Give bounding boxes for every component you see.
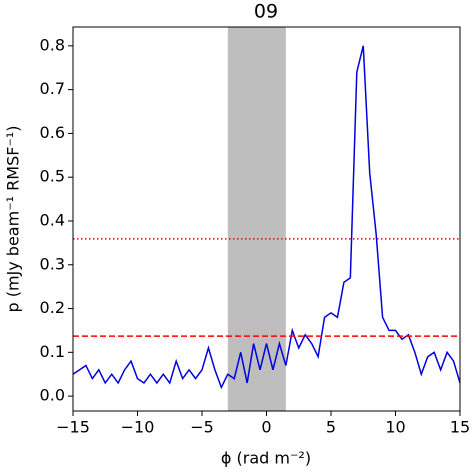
- x-axis-label: ϕ (rad m⁻²): [221, 449, 311, 468]
- x-tick-label: −5: [190, 418, 214, 437]
- y-tick-label: 0.6: [40, 123, 65, 142]
- x-tick-label: 10: [385, 418, 405, 437]
- y-tick-label: 0.4: [40, 210, 65, 229]
- y-axis-label: p (mJy beam⁻¹ RMSF⁻¹): [4, 125, 23, 312]
- y-tick-label: 0.0: [40, 386, 65, 405]
- y-tick-label: 0.7: [40, 79, 65, 98]
- y-tick-label: 0.2: [40, 298, 65, 317]
- x-tick-label: −15: [56, 418, 90, 437]
- y-tick-label: 0.3: [40, 254, 65, 273]
- data-line: [72, 45, 461, 390]
- y-tick-label: 0.5: [40, 167, 65, 186]
- x-tick-label: 15: [450, 418, 470, 437]
- y-tick-label: 0.1: [40, 342, 65, 361]
- chart-title: 09: [254, 1, 278, 23]
- x-tick-label: 0: [261, 418, 271, 437]
- plot-frame: [72, 26, 461, 412]
- shaded-region: [227, 27, 286, 411]
- x-tick-label: 5: [326, 418, 336, 437]
- y-tick-label: 0.8: [40, 35, 65, 54]
- x-tick-label: −10: [121, 418, 155, 437]
